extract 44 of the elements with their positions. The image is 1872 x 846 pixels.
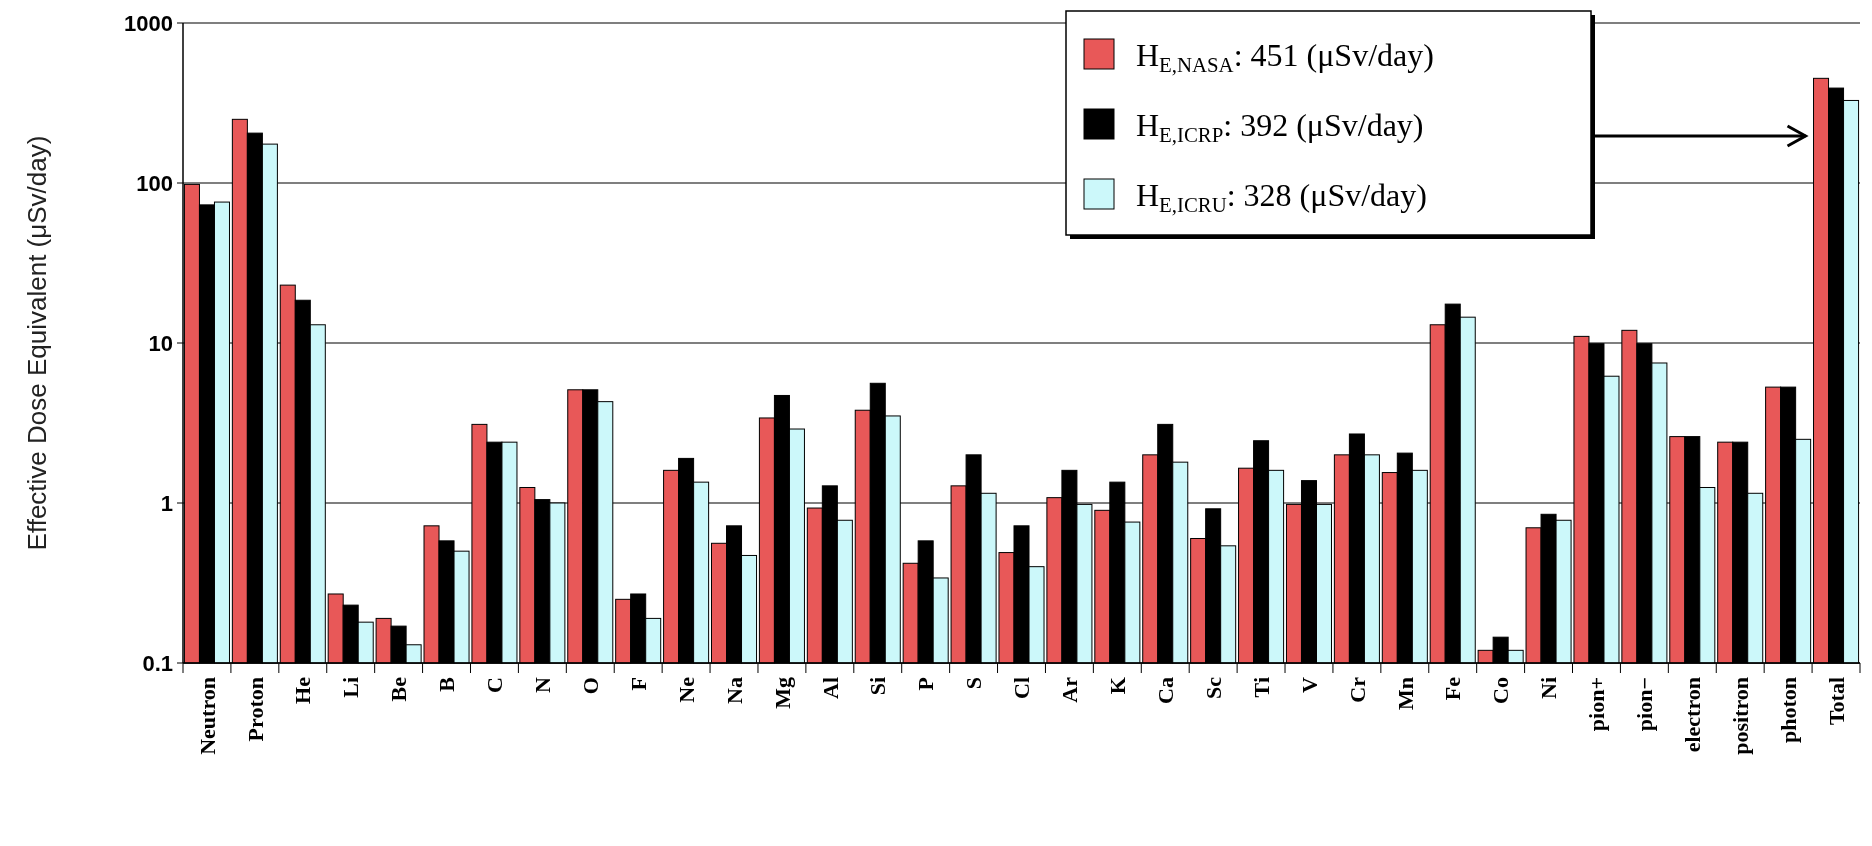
x-tick-label: photon	[1775, 677, 1801, 744]
x-tick-label: K	[1105, 677, 1131, 695]
x-tick-label: Mg	[769, 677, 795, 709]
x-tick-label: Co	[1488, 677, 1514, 704]
x-tick-label: C	[482, 677, 508, 693]
legend-label: H$_{E,ICRU}$: 328 (μSv/day)	[1136, 177, 1427, 217]
y-tick-label: 1000	[124, 10, 173, 36]
x-tick-label: O	[577, 677, 603, 695]
x-tick-label: Ar	[1057, 676, 1083, 703]
x-tick-label: Ti	[1248, 677, 1274, 698]
x-tick-label: Proton	[242, 677, 268, 742]
x-tick-label: Ni	[1536, 677, 1562, 699]
legend-label: H$_{E,NASA}$: 451 (μSv/day)	[1136, 37, 1434, 77]
y-tick-label: 1	[160, 490, 173, 516]
x-tick-label: P	[913, 677, 939, 691]
x-tick-label: Si	[865, 677, 891, 696]
x-tick-label: F	[625, 677, 651, 691]
x-tick-label: pion+	[1584, 677, 1610, 732]
x-tick-label: Li	[338, 677, 364, 698]
y-tick-label: 100	[136, 170, 173, 196]
x-tick-label: S	[961, 677, 987, 690]
x-tick-label: Sc	[1200, 676, 1226, 699]
x-tick-label: Ne	[673, 676, 699, 703]
x-tick-label: Be	[386, 676, 412, 702]
x-tick-label: Neutron	[194, 677, 220, 755]
x-tick-label: Ca	[1152, 677, 1178, 704]
x-tick-label: positron	[1727, 677, 1753, 755]
x-tick-label: B	[434, 676, 460, 692]
x-tick-label: pion−	[1632, 677, 1658, 732]
x-tick-label: Na	[721, 677, 747, 704]
x-tick-label: Fe	[1440, 676, 1466, 701]
legend-label: H$_{E,ICRP}$: 392 (μSv/day)	[1136, 107, 1424, 147]
y-tick-label: 10	[148, 330, 173, 356]
y-tick-label: 0.1	[142, 650, 173, 676]
x-tick-label: Cr	[1344, 676, 1370, 703]
x-tick-label: V	[1296, 676, 1322, 693]
x-tick-label: N	[530, 676, 556, 693]
x-tick-label: Mn	[1392, 677, 1418, 710]
x-tick-label: electron	[1680, 677, 1705, 753]
x-tick-label: He	[290, 676, 316, 704]
y-axis-title: Effective Dose Equivalent (μSv/day)	[22, 135, 52, 551]
x-tick-label: Cl	[1009, 677, 1035, 699]
x-tick-label: Total	[1823, 677, 1849, 726]
x-tick-label: Al	[817, 677, 843, 699]
